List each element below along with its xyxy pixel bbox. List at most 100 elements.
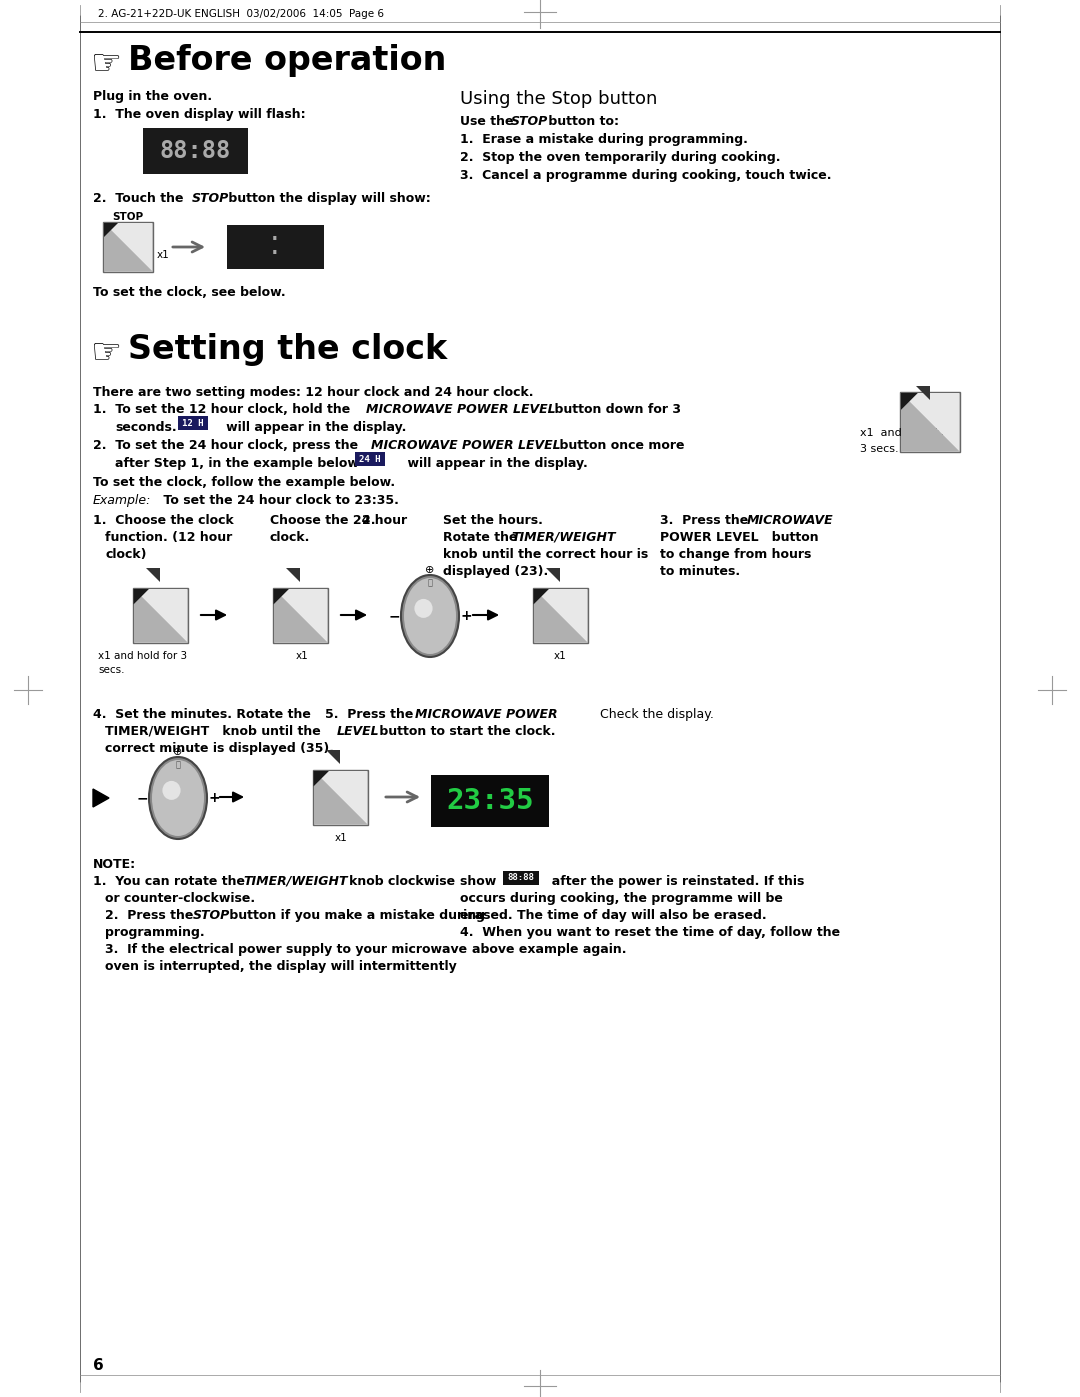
Text: secs.: secs. — [98, 665, 124, 675]
Text: 🖐: 🖐 — [175, 760, 180, 770]
Text: button if you make a mistake during: button if you make a mistake during — [225, 909, 485, 922]
Text: MICROWAVE POWER: MICROWAVE POWER — [415, 708, 557, 721]
Text: 2.  Stop the oven temporarily during cooking.: 2. Stop the oven temporarily during cook… — [460, 151, 781, 163]
Text: after the power is reinstated. If this: after the power is reinstated. If this — [543, 875, 805, 888]
Polygon shape — [273, 590, 289, 605]
Text: 88:88: 88:88 — [508, 873, 535, 883]
Polygon shape — [104, 224, 118, 237]
Text: button once more: button once more — [542, 439, 685, 453]
Text: to change from hours: to change from hours — [660, 548, 811, 562]
Text: 1.  Choose the clock: 1. Choose the clock — [93, 514, 233, 527]
Text: 3.  Cancel a programme during cooking, touch twice.: 3. Cancel a programme during cooking, to… — [460, 169, 832, 182]
Bar — [312, 770, 367, 826]
Text: 3.  Press the: 3. Press the — [660, 514, 748, 527]
Text: Rotate the: Rotate the — [443, 531, 517, 543]
Text: programming.: programming. — [105, 926, 204, 939]
Text: button to start the clock.: button to start the clock. — [375, 725, 555, 738]
Text: 🖐: 🖐 — [428, 578, 432, 588]
Text: TIMER/WEIGHT   knob until the: TIMER/WEIGHT knob until the — [105, 725, 321, 738]
Text: 1.  The oven display will flash:: 1. The oven display will flash: — [93, 108, 306, 122]
Text: Before operation: Before operation — [129, 43, 446, 77]
Text: +: + — [208, 791, 220, 805]
Text: above example again.: above example again. — [472, 943, 626, 956]
Bar — [133, 588, 188, 643]
Text: ☞: ☞ — [91, 47, 122, 81]
Text: −: − — [388, 609, 400, 623]
Text: 1.  Erase a mistake during programming.: 1. Erase a mistake during programming. — [460, 133, 747, 147]
Text: MICROWAVE POWER LEVEL: MICROWAVE POWER LEVEL — [372, 439, 561, 453]
Text: oven is interrupted, the display will intermittently: oven is interrupted, the display will in… — [105, 960, 457, 972]
Text: displayed (23).: displayed (23). — [443, 564, 549, 578]
Bar — [103, 222, 153, 272]
Text: Plug in the oven.: Plug in the oven. — [93, 89, 212, 103]
Text: ·: · — [269, 244, 281, 264]
Polygon shape — [916, 386, 930, 400]
Text: 1.  You can rotate the: 1. You can rotate the — [93, 875, 245, 888]
Text: TIMER/WEIGHT: TIMER/WEIGHT — [243, 875, 348, 888]
Text: To set the clock, follow the example below.: To set the clock, follow the example bel… — [93, 476, 395, 489]
Text: x1: x1 — [554, 651, 567, 661]
Polygon shape — [134, 590, 187, 643]
Text: 3 secs.: 3 secs. — [860, 444, 899, 454]
Text: 1.  To set the 12 hour clock, hold the: 1. To set the 12 hour clock, hold the — [93, 402, 350, 416]
Text: MICROWAVE POWER LEVEL: MICROWAVE POWER LEVEL — [366, 402, 555, 416]
Polygon shape — [104, 224, 152, 271]
Ellipse shape — [401, 576, 459, 657]
Text: 3.  If the electrical power supply to your microwave: 3. If the electrical power supply to you… — [105, 943, 468, 956]
Text: LEVEL: LEVEL — [337, 725, 380, 738]
Polygon shape — [313, 771, 366, 824]
Text: 2.: 2. — [362, 514, 376, 527]
Text: seconds.: seconds. — [114, 420, 177, 434]
Polygon shape — [901, 393, 918, 409]
Polygon shape — [273, 590, 326, 643]
Polygon shape — [534, 590, 549, 605]
Bar — [272, 588, 327, 643]
Ellipse shape — [149, 757, 207, 840]
Text: 5.  Press the: 5. Press the — [325, 708, 414, 721]
Text: STOP: STOP — [193, 909, 230, 922]
Text: 24 H: 24 H — [360, 454, 381, 464]
Text: button the display will show:: button the display will show: — [224, 191, 431, 205]
Bar — [178, 416, 208, 430]
Polygon shape — [546, 569, 561, 583]
Polygon shape — [93, 789, 109, 807]
Text: TIMER/WEIGHT: TIMER/WEIGHT — [511, 531, 616, 543]
Ellipse shape — [415, 599, 433, 617]
Text: STOP: STOP — [192, 191, 229, 205]
Bar — [355, 453, 384, 467]
Bar — [431, 775, 549, 827]
Polygon shape — [534, 590, 586, 643]
Text: 2.  Touch the: 2. Touch the — [93, 191, 184, 205]
Polygon shape — [134, 590, 149, 605]
Bar — [900, 393, 960, 453]
Text: x1 and hold for 3: x1 and hold for 3 — [98, 651, 187, 661]
Text: STOP: STOP — [112, 212, 144, 222]
Text: correct minute is displayed (35).: correct minute is displayed (35). — [105, 742, 334, 754]
Text: button down for 3: button down for 3 — [537, 402, 681, 416]
Text: STOP: STOP — [511, 115, 549, 129]
Text: ·: · — [269, 231, 281, 250]
Text: 6: 6 — [93, 1358, 104, 1373]
Text: to minutes.: to minutes. — [660, 564, 740, 578]
Text: −: − — [136, 791, 148, 805]
Text: POWER LEVEL   button: POWER LEVEL button — [660, 531, 819, 543]
Text: erased. The time of day will also be erased.: erased. The time of day will also be era… — [460, 909, 767, 922]
Text: 2. AG-21+22D-UK ENGLISH  03/02/2006  14:05  Page 6: 2. AG-21+22D-UK ENGLISH 03/02/2006 14:05… — [98, 8, 384, 20]
Text: ⊕: ⊕ — [173, 747, 183, 757]
Text: 4.  When you want to reset the time of day, follow the: 4. When you want to reset the time of da… — [460, 926, 840, 939]
Bar — [503, 870, 539, 886]
Text: x1: x1 — [335, 833, 348, 842]
Ellipse shape — [404, 578, 456, 654]
Text: after Step 1, in the example below: after Step 1, in the example below — [114, 457, 359, 469]
Text: Check the display.: Check the display. — [600, 708, 714, 721]
Text: knob until the correct hour is: knob until the correct hour is — [443, 548, 648, 562]
Text: or counter-clockwise.: or counter-clockwise. — [105, 893, 255, 905]
Text: show: show — [460, 875, 505, 888]
Text: will appear in the display.: will appear in the display. — [390, 457, 588, 469]
Text: Set the hours.: Set the hours. — [443, 514, 543, 527]
Text: Choose the 24 hour: Choose the 24 hour — [270, 514, 407, 527]
Polygon shape — [326, 750, 340, 764]
Polygon shape — [901, 393, 959, 451]
Text: 2.  To set the 24 hour clock, press the: 2. To set the 24 hour clock, press the — [93, 439, 359, 453]
Text: clock.: clock. — [270, 531, 310, 543]
